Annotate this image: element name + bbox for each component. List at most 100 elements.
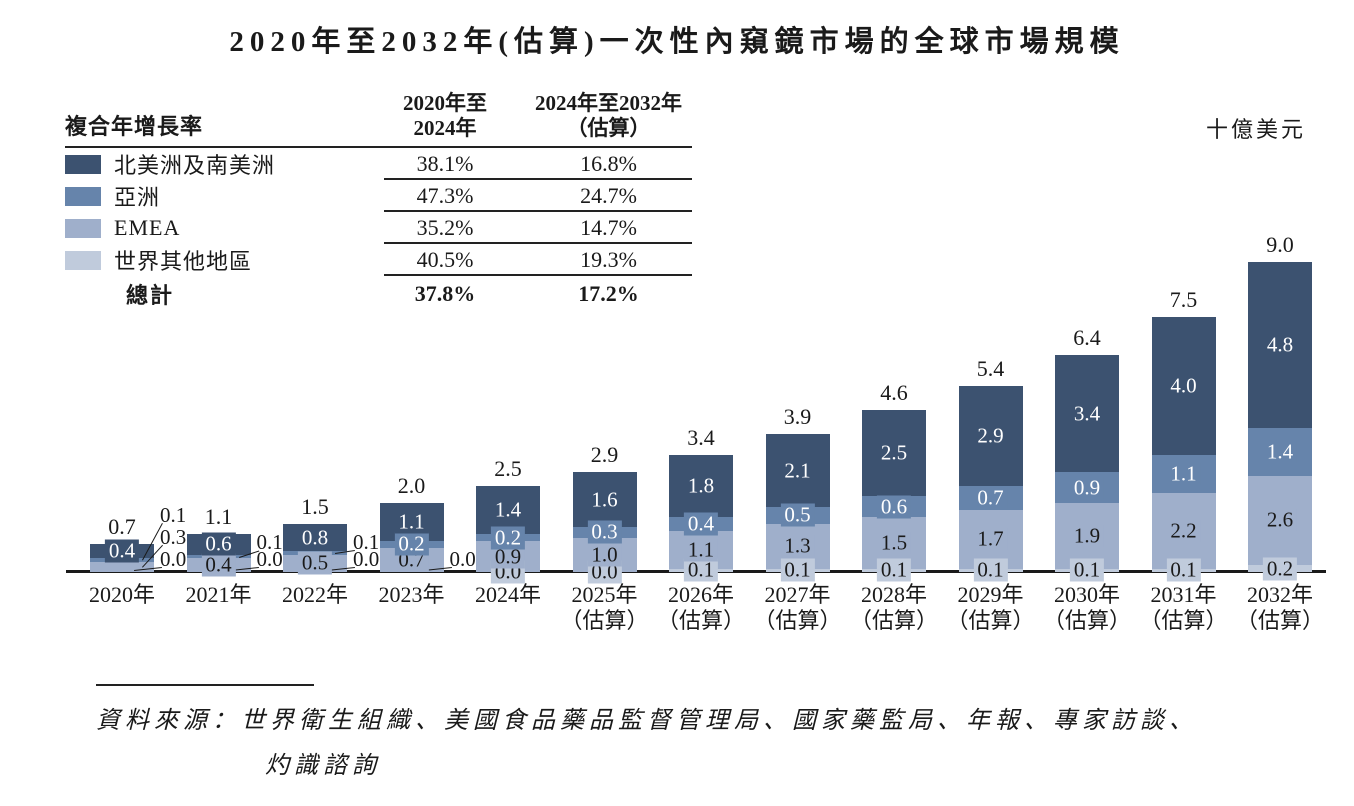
row-separator — [384, 210, 692, 212]
segment-value-label: 0.1 — [160, 503, 187, 527]
legend-label: 亞洲 — [114, 185, 161, 210]
segment-value-label: 2.2 — [1166, 519, 1201, 543]
x-axis-label: 2031年 （估算） — [1139, 582, 1227, 634]
estimate-note: （估算） — [1139, 608, 1228, 633]
segment-value-label: 1.9 — [1069, 524, 1105, 548]
col-header-line: 2024年至2032年 — [535, 91, 682, 115]
legend-label: 北美洲及南美洲 — [114, 153, 276, 178]
segment-value-label: 4.0 — [1166, 374, 1201, 398]
x-axis-label: 2028年 （估算） — [850, 582, 938, 634]
bar-total-label: 0.7 — [108, 514, 136, 540]
cagr-value: 35.2% — [416, 215, 474, 240]
year-text: 2022年 — [281, 582, 349, 607]
segment-value-label: 0.4 — [683, 512, 719, 536]
estimate-note: （估算） — [946, 608, 1035, 633]
year-text: 2025年 — [571, 582, 638, 607]
segment-value-label: 0.5 — [780, 503, 815, 527]
segment-value-label: 0.1 — [780, 558, 815, 582]
bar-total-label: 2.5 — [494, 456, 522, 481]
segment-value-label: 1.3 — [780, 534, 815, 558]
segment-value-label: 1.1 — [1166, 462, 1201, 486]
cagr-row-americas: 北美洲及南美洲 38.1% 16.8% — [65, 148, 692, 180]
bar-total-label: 2.0 — [397, 473, 426, 499]
cagr-table-title: 複合年增長率 — [65, 114, 204, 139]
legend-label: EMEA — [114, 215, 181, 240]
segment-value-label: 0.8 — [297, 526, 333, 550]
segment-value-label: 1.6 — [587, 488, 622, 512]
segment-value-label: 1.8 — [683, 474, 719, 498]
segment-value-label: 1.7 — [973, 527, 1008, 551]
cagr-value: 38.1% — [416, 151, 474, 176]
segment-value-label: 0.1 — [1166, 558, 1201, 582]
estimate-note: （估算） — [1235, 608, 1325, 633]
bar-total-label: 3.4 — [687, 425, 715, 451]
cagr-col-header-1: 2020年至 2024年 — [365, 91, 525, 141]
row-separator — [384, 274, 692, 276]
bar-total-label: 9.0 — [1266, 232, 1294, 258]
year-text: 2020年 — [88, 582, 156, 607]
segment-value-label: 0.2 — [394, 532, 429, 556]
cagr-row-asia: 亞洲 47.3% 24.7% — [65, 180, 692, 212]
segment-value-label: 0.1 — [683, 558, 719, 582]
source-text-line-2: 灼識諮詢 — [265, 753, 381, 779]
segment-value-label: 3.4 — [1069, 402, 1105, 426]
estimate-note: （估算） — [849, 608, 939, 633]
x-axis-label: 2022年 — [282, 582, 348, 608]
bar-total-label: 5.4 — [976, 356, 1005, 382]
segment-value-label: 4.8 — [1262, 333, 1298, 357]
bar-total-label: 1.1 — [204, 504, 233, 530]
col-header-line: 2020年至 — [403, 91, 487, 115]
legend-swatch-rest-of-world — [65, 250, 101, 270]
legend-swatch-emea — [65, 218, 101, 238]
year-text: 2032年 — [1246, 582, 1314, 607]
legend-swatch-americas — [65, 154, 101, 174]
col-header-line: （估算） — [566, 116, 651, 140]
segment-value-label: 0.0 — [160, 547, 187, 571]
segment-value-label: 0.6 — [876, 495, 912, 519]
x-axis-label: 2026年 （估算） — [657, 582, 745, 634]
source-divider — [96, 684, 314, 686]
cagr-total-value: 37.8% — [414, 281, 476, 306]
year-text: 2029年 — [957, 582, 1024, 607]
segment-value-label: 2.6 — [1262, 508, 1298, 532]
x-axis-label: 2021年 — [185, 582, 251, 608]
x-axis-label: 2030年 （估算） — [1043, 582, 1131, 634]
x-axis-label: 2027年 （估算） — [753, 582, 841, 634]
source-note: 資料來源：世界衛生組織、美國食品藥品監督管理局、國家藥監局、年報、專家訪談、 灼… — [96, 684, 1198, 789]
year-text: 2026年 — [667, 582, 735, 607]
segment-value-label: 1.5 — [876, 531, 912, 555]
bar-total-label: 4.6 — [880, 380, 908, 406]
segment-value-label: 0.4 — [201, 553, 236, 577]
bar-total-label: 1.5 — [301, 493, 329, 519]
segment-value-label: 0.0 — [256, 547, 283, 571]
cagr-total-value: 17.2% — [578, 281, 639, 306]
estimate-note: （估算） — [560, 608, 649, 633]
year-text: 2023年 — [378, 582, 445, 607]
segment-value-label: 1.0 — [587, 543, 622, 567]
estimate-note: （估算） — [656, 608, 746, 633]
cagr-value: 16.8% — [580, 151, 637, 176]
estimate-note: （估算） — [1042, 608, 1132, 633]
segment-value-label: 1.1 — [394, 510, 429, 534]
year-text: 2024年 — [474, 582, 542, 607]
bar-total-label: 6.4 — [1073, 325, 1101, 351]
cagr-row-row: 世界其他地區 40.5% 19.3% — [65, 244, 692, 276]
segment-value-label: 1.1 — [683, 538, 719, 562]
cagr-value: 14.7% — [580, 215, 637, 240]
cagr-value: 47.3% — [416, 183, 474, 208]
segment-value-label: 1.4 — [1262, 440, 1298, 464]
year-text: 2031年 — [1150, 582, 1217, 607]
x-axis-label: 2032年 （估算） — [1236, 582, 1324, 634]
year-text: 2030年 — [1053, 582, 1121, 607]
segment-value-label: 1.4 — [490, 498, 526, 522]
x-axis-label: 2029年 （估算） — [946, 582, 1034, 634]
total-row-label: 總計 — [125, 283, 174, 308]
segment-value-label: 0.9 — [1069, 476, 1105, 500]
source-text-line-1: 資料來源：世界衛生組織、美國食品藥品監督管理局、國家藥監局、年報、專家訪談、 — [96, 708, 1198, 734]
segment-value-label: 0.6 — [201, 532, 236, 556]
segment-value-label: 0.9 — [490, 545, 526, 569]
segment-value-label: 0.1 — [256, 530, 283, 554]
cagr-row-total: 總計 37.8% 17.2% — [65, 276, 692, 312]
